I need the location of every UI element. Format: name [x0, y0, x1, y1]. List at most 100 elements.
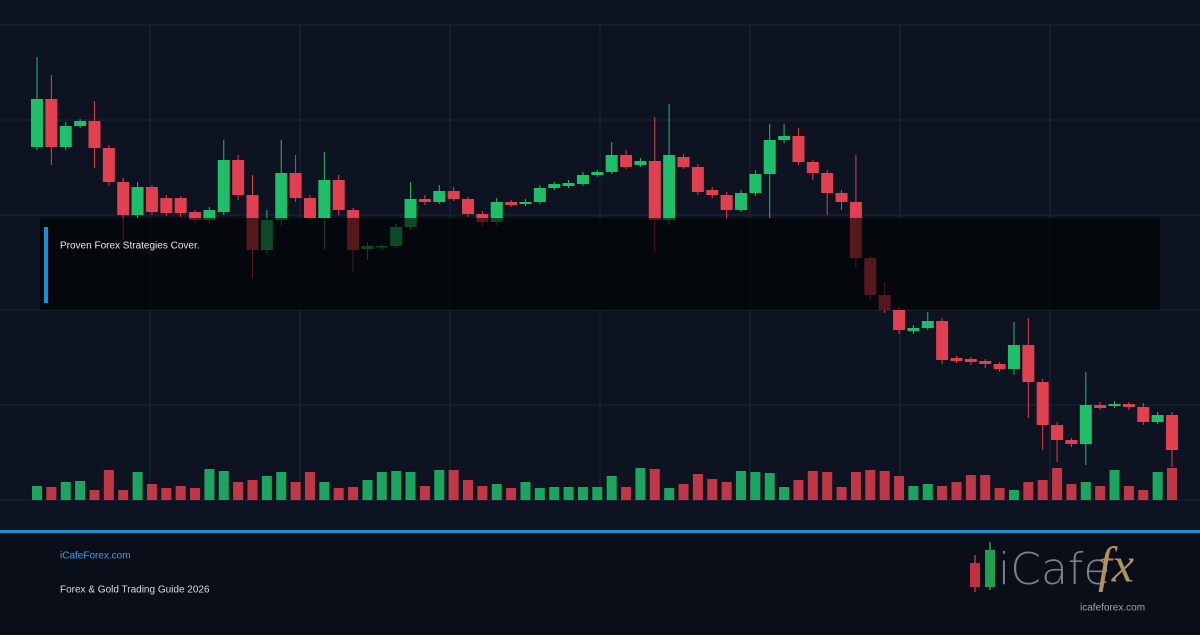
candle-body — [145, 187, 158, 212]
volume-bar — [764, 473, 775, 500]
volume-bar — [477, 486, 488, 500]
volume-bar — [1037, 480, 1048, 500]
volume-bar — [1138, 490, 1149, 500]
volume-bar — [707, 479, 718, 500]
volume-bar — [218, 471, 229, 500]
divider — [0, 530, 1200, 533]
volume-bar — [937, 486, 948, 500]
footer-site: iCafeForex.com — [60, 551, 131, 562]
candle-body — [318, 180, 331, 218]
candle-body — [591, 172, 604, 175]
volume-bar — [146, 484, 157, 500]
candle-body — [979, 361, 992, 364]
volume-bar — [362, 480, 373, 500]
candle-body — [203, 210, 216, 220]
volume-bar — [592, 487, 603, 500]
volume-bar — [850, 472, 861, 500]
logo-url: icafeforex.com — [1080, 603, 1145, 614]
candle-body — [131, 187, 144, 215]
volume-bar — [807, 471, 818, 500]
candle-body — [778, 136, 791, 140]
volume-bar — [247, 480, 258, 500]
candles — [31, 57, 1178, 500]
volume-bar — [319, 482, 330, 500]
candle-body — [576, 175, 589, 184]
volume-bar — [89, 490, 100, 500]
candle-body — [88, 121, 101, 148]
candle-body — [519, 202, 532, 204]
candle-body — [505, 202, 518, 205]
candle-body — [950, 358, 963, 361]
candle-body — [1065, 440, 1078, 444]
candle-body — [31, 99, 43, 147]
candle-body — [1007, 345, 1020, 369]
candle-body — [1122, 404, 1135, 407]
candle-body — [462, 199, 475, 214]
candle-body — [418, 199, 431, 202]
candle-body — [835, 193, 848, 202]
candle-body — [792, 136, 805, 162]
footer-tagline: Forex & Gold Trading Guide 2026 — [60, 585, 210, 596]
candle-body — [648, 161, 661, 220]
candle-body — [160, 198, 173, 213]
candle-body — [734, 193, 747, 210]
volume-bar — [577, 487, 588, 500]
volume-bar — [549, 487, 560, 500]
volume-bar — [204, 469, 215, 500]
candle-body — [1151, 415, 1164, 422]
volume-bar — [391, 471, 402, 500]
candle-body — [1079, 405, 1092, 444]
volume-bar — [563, 487, 574, 500]
volume-bar — [1095, 486, 1106, 500]
volume-bar — [161, 488, 172, 500]
volume-bar — [506, 488, 517, 500]
volume-bar — [46, 487, 57, 500]
volume-bar — [922, 484, 933, 500]
annotation-background — [40, 218, 1160, 310]
annotation-box: Proven Forex Strategies Cover. — [40, 218, 1160, 310]
volume-bar — [261, 476, 272, 500]
volume-bar — [894, 476, 905, 500]
candle-body — [74, 121, 87, 126]
candle-body — [1137, 407, 1150, 422]
volume-bar — [132, 472, 143, 500]
volume-bar — [534, 488, 545, 500]
candle-body — [1022, 345, 1035, 382]
volume-bar — [60, 482, 71, 500]
candle-body — [433, 191, 446, 202]
volume-bar — [405, 472, 416, 500]
candle-body — [174, 198, 187, 213]
volume-bar — [692, 474, 703, 500]
candle-body — [763, 140, 776, 174]
volume-bar — [908, 486, 919, 500]
volume-bar — [793, 480, 804, 500]
volume-bar — [735, 471, 746, 500]
candle-body — [936, 321, 949, 360]
candle-body — [303, 198, 316, 218]
volume-bar — [678, 484, 689, 500]
candle-body — [548, 184, 561, 188]
volume-bar — [276, 472, 287, 500]
candle-body — [720, 195, 733, 210]
volume-bar — [1052, 468, 1063, 500]
candle-body — [289, 173, 302, 198]
volume-bar — [779, 487, 790, 500]
candle-body — [217, 160, 230, 212]
candle-body — [232, 160, 245, 195]
logo-icon-candle — [970, 563, 980, 587]
volume-bar — [290, 482, 301, 500]
candle-body — [893, 310, 906, 330]
volume-bar — [750, 472, 761, 500]
candle-body — [821, 173, 834, 193]
logo: iCafe fx icafeforex.com — [970, 536, 1145, 614]
volume-bar — [175, 486, 186, 500]
volume-bar — [103, 470, 114, 500]
candle-body — [1051, 425, 1064, 440]
candle-body — [663, 155, 676, 220]
candle-body — [1166, 415, 1178, 450]
volume-bar — [1023, 482, 1034, 500]
volume-bar — [463, 480, 474, 500]
volume-bar — [1080, 482, 1091, 500]
volume-bar — [448, 470, 459, 500]
